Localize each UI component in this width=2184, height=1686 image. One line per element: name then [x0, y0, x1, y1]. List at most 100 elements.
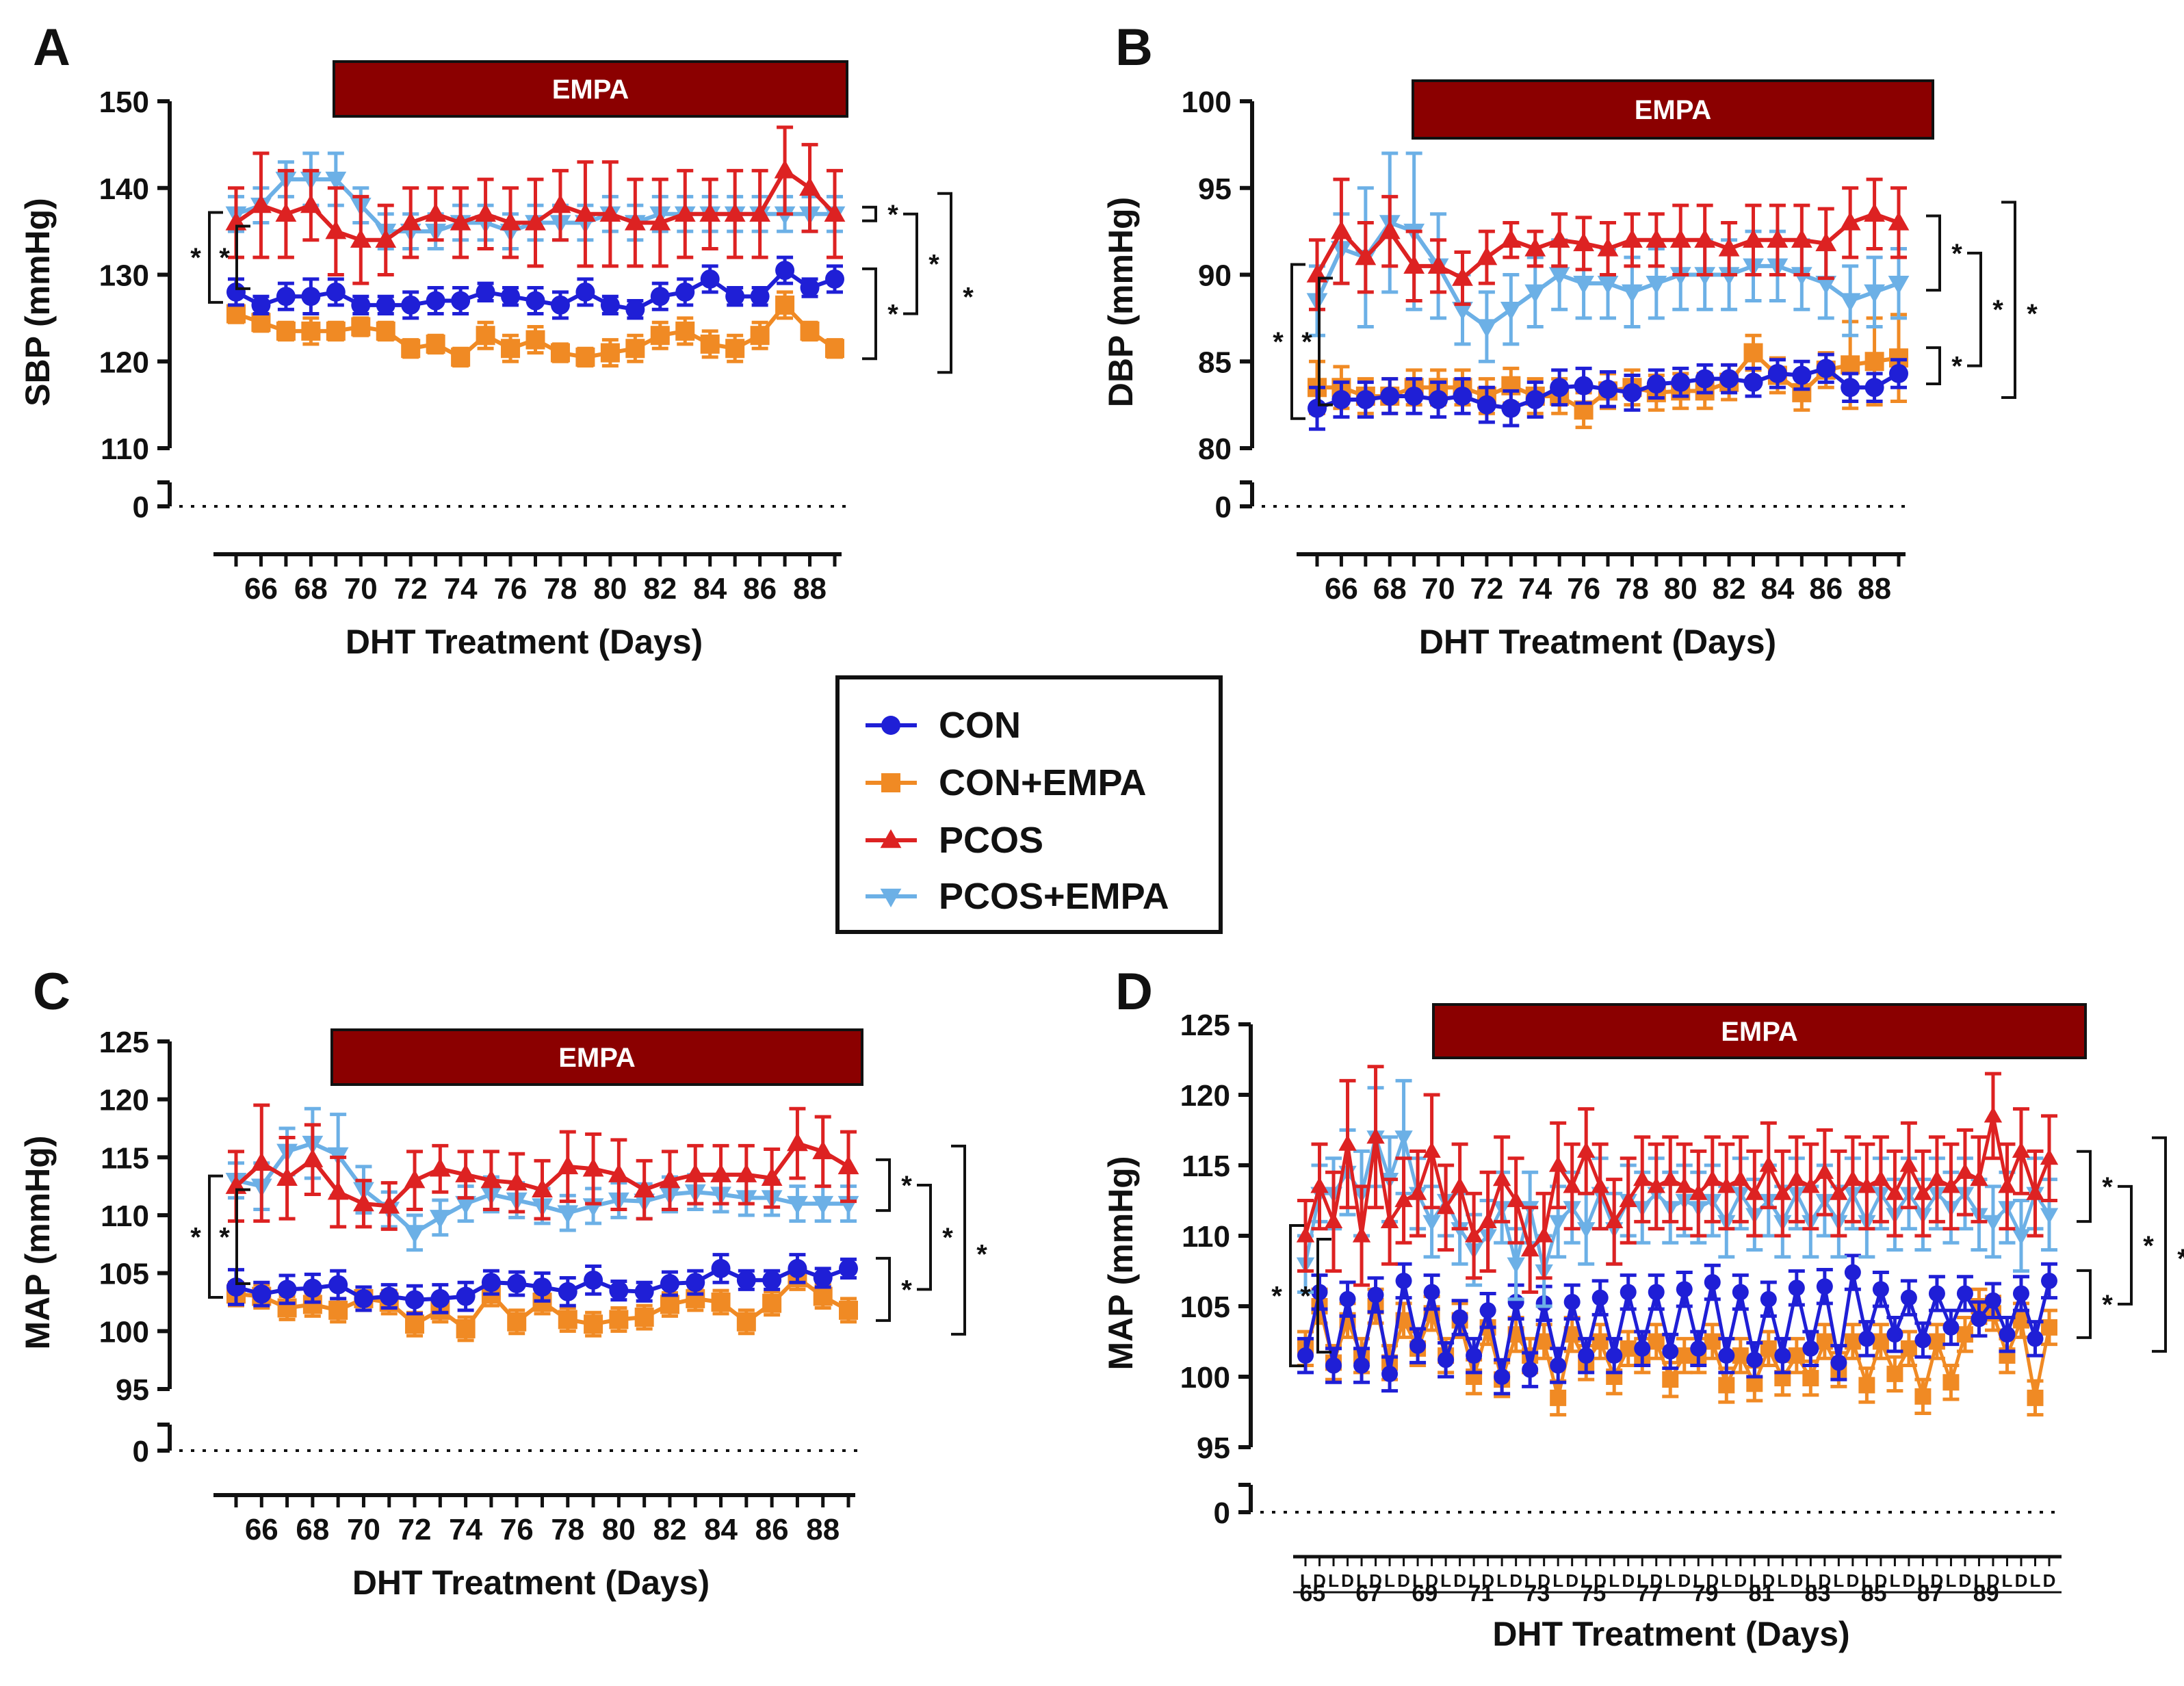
data-point: [451, 347, 471, 367]
data-point: [401, 339, 421, 359]
data-point: [1429, 390, 1448, 410]
data-point: [1466, 1347, 1483, 1364]
data-point: [1438, 1351, 1455, 1369]
x-tick-label: 74: [1518, 572, 1552, 606]
y-tick-label: 110: [101, 1199, 149, 1233]
data-point: [1477, 395, 1496, 415]
data-point: [1605, 1212, 1624, 1228]
data-point: [1576, 1222, 1596, 1238]
data-point: [1888, 275, 1910, 295]
data-point: [525, 211, 546, 231]
data-point: [609, 1310, 629, 1330]
data-point: [724, 203, 746, 222]
data-point: [325, 171, 347, 191]
data-point: [2012, 1285, 2029, 1302]
data-point: [1872, 1333, 1889, 1350]
data-point: [1704, 1273, 1721, 1291]
significance-star: *: [928, 250, 939, 280]
data-point: [1676, 1281, 1693, 1298]
data-point: [1492, 1169, 1511, 1186]
data-point: [558, 1310, 577, 1330]
x-ld-label: L: [1805, 1570, 1816, 1591]
empa-label: EMPA: [1721, 1017, 1798, 1047]
x-tick-label: 80: [602, 1513, 636, 1546]
data-point: [1745, 1184, 1764, 1200]
y-tick-label-zero: 0: [133, 491, 149, 524]
series-pcos: [1296, 1065, 2059, 1294]
data-point: [675, 321, 695, 341]
data-point: [276, 321, 296, 341]
data-point: [2041, 1319, 2057, 1336]
y-tick-label: 140: [99, 172, 149, 206]
y-tick-label: 110: [101, 432, 149, 466]
y-tick-label: 110: [1182, 1220, 1230, 1254]
data-point: [1427, 255, 1449, 274]
y-axis-label: MAP (mmHg): [1102, 1156, 1140, 1371]
data-point: [1355, 390, 1375, 410]
data-point: [1597, 275, 1619, 295]
data-point: [557, 1205, 579, 1224]
data-point: [250, 1152, 272, 1171]
y-tick-label: 90: [1198, 259, 1232, 293]
significance-star: *: [942, 1223, 953, 1253]
legend-marker-pcos-empa: [880, 888, 902, 908]
data-point: [557, 1155, 579, 1175]
data-point: [1422, 1215, 1441, 1232]
data-point: [451, 291, 471, 311]
data-point: [507, 1312, 527, 1332]
x-ld-label: D: [1790, 1570, 1803, 1591]
data-point: [725, 339, 745, 359]
x-ld-label: L: [1861, 1570, 1872, 1591]
empa-bar: [333, 60, 848, 118]
series-con-empa: [226, 290, 844, 368]
data-point: [325, 220, 347, 239]
data-point: [1942, 1374, 1960, 1391]
data-point: [1928, 1333, 1945, 1350]
bracket: [1926, 346, 1941, 385]
data-point: [1767, 363, 1787, 383]
data-point: [327, 1181, 349, 1200]
data-point: [1815, 232, 1837, 252]
data-point: [476, 326, 495, 346]
x-tick-label: 88: [806, 1513, 840, 1546]
data-point: [1598, 379, 1617, 399]
data-point: [1297, 1347, 1314, 1364]
bracket: [903, 212, 918, 315]
data-point: [575, 282, 595, 302]
empa-label: EMPA: [1635, 95, 1712, 125]
data-point: [1622, 229, 1643, 248]
data-point: [1494, 1369, 1511, 1385]
significance-star: *: [1992, 295, 2003, 325]
data-point: [475, 203, 496, 222]
data-point: [1578, 1347, 1595, 1364]
data-point: [400, 211, 421, 231]
significance-star: *: [1300, 1282, 1311, 1312]
x-ld-label: L: [1552, 1570, 1563, 1591]
data-point: [1548, 267, 1570, 286]
x-ld-label: D: [1734, 1570, 1747, 1591]
data-point: [1634, 1340, 1651, 1357]
x-ld-label: L: [1440, 1570, 1451, 1591]
y-tick-label: 120: [99, 1084, 149, 1117]
data-point: [600, 343, 620, 363]
bracket: [862, 205, 877, 222]
x-tick-label: 72: [398, 1513, 432, 1546]
data-point: [499, 211, 521, 231]
data-point: [354, 1288, 374, 1308]
data-point: [1743, 229, 1764, 248]
data-point: [575, 203, 596, 222]
data-point: [328, 1275, 348, 1295]
data-point: [1719, 369, 1739, 389]
x-tick-label: 88: [793, 572, 827, 606]
data-point: [1815, 1163, 1834, 1179]
y-axis-label: MAP (mmHg): [18, 1136, 57, 1350]
data-point: [252, 1284, 272, 1304]
data-point: [1671, 372, 1691, 392]
significance-star: *: [1271, 1282, 1282, 1312]
data-point: [736, 1163, 757, 1182]
x-axis-label: DHT Treatment (Days): [352, 1564, 710, 1602]
empa-bar: [330, 1028, 863, 1086]
bracket: [1290, 263, 1305, 420]
data-point: [1871, 1169, 1890, 1186]
